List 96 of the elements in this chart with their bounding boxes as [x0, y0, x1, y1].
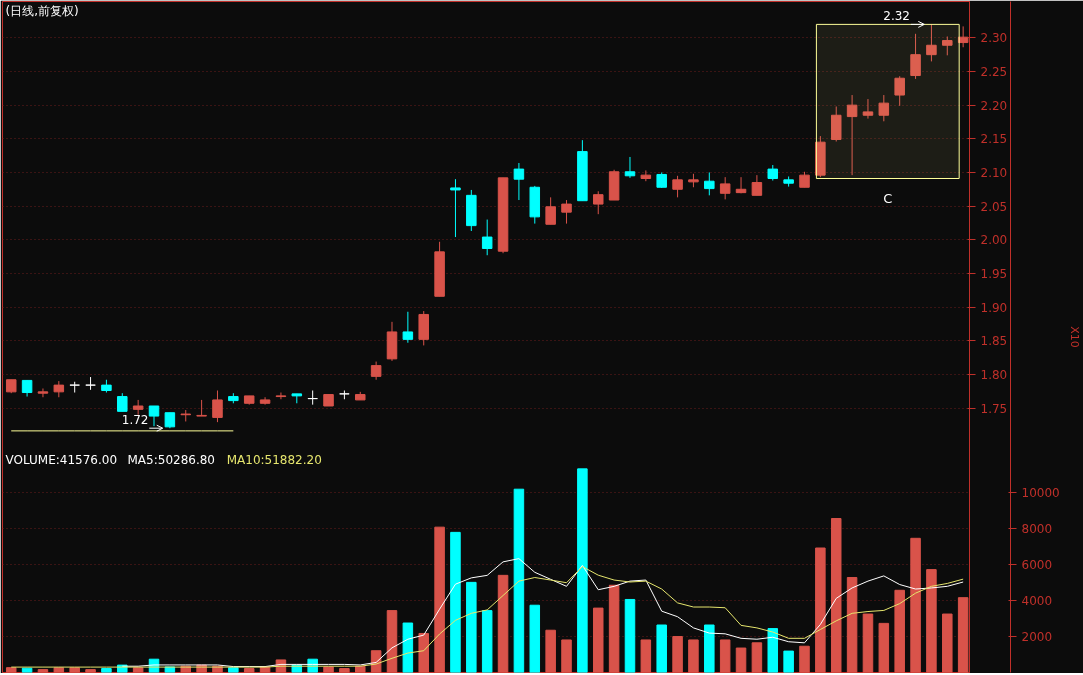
bar [608, 584, 620, 673]
bar [942, 613, 953, 673]
candlestick [926, 23, 937, 62]
y-tick-label: 1.75 [980, 401, 1008, 416]
bar [450, 531, 461, 673]
candlestick [37, 387, 49, 398]
bar [592, 607, 604, 673]
bar [243, 668, 255, 673]
candlestick [878, 94, 890, 122]
text: MA10:51882.20 [226, 453, 322, 468]
bar [418, 632, 429, 673]
bar [719, 639, 731, 673]
candlestick [957, 25, 969, 48]
candlestick [196, 399, 207, 417]
y2-tick-label: 10000 [1021, 486, 1060, 501]
candlestick [545, 196, 556, 225]
y-tick-label: 1.80 [980, 367, 1008, 382]
y-tick-label: 2.15 [980, 132, 1008, 147]
candlestick [910, 33, 921, 80]
bar [561, 639, 572, 673]
bar [704, 624, 715, 673]
candlestick [672, 175, 683, 198]
bar [624, 598, 636, 673]
y-tick-label: 2.00 [980, 233, 1008, 248]
y2-tick-label: 4000 [1021, 594, 1053, 609]
candlestick [148, 405, 160, 427]
candlestick [561, 199, 572, 225]
bar [101, 668, 112, 673]
bar [862, 613, 874, 673]
annotation: 2.32 [883, 9, 910, 24]
bar [577, 468, 588, 673]
bar [466, 581, 477, 673]
candlestick [624, 156, 636, 179]
candlestick [862, 98, 874, 120]
bar [846, 577, 858, 673]
bar [386, 610, 398, 673]
candlestick [481, 219, 493, 256]
bar [957, 597, 969, 673]
candlestick [212, 390, 223, 423]
bar [767, 628, 779, 673]
candlestick [402, 311, 414, 344]
candlestick [117, 392, 128, 412]
candlestick [513, 162, 525, 201]
y2-tick-label: 6000 [1021, 558, 1053, 573]
candlestick [450, 178, 461, 238]
y2-axis-title: X10 [1067, 326, 1081, 348]
bar [513, 488, 525, 673]
bar [85, 669, 96, 673]
bar [926, 569, 937, 673]
y-tick-label: 1.95 [980, 266, 1008, 281]
bar [894, 589, 905, 673]
candlestick [592, 190, 604, 215]
y-tick-label: 2.25 [980, 64, 1008, 79]
bar [783, 650, 794, 673]
band-label: C [883, 190, 893, 206]
bar [672, 636, 683, 673]
bar [481, 610, 493, 673]
y2-tick-label: 2000 [1021, 630, 1053, 645]
bar [339, 668, 350, 673]
bar [815, 547, 826, 673]
y-tick-label: 1.90 [980, 300, 1008, 315]
bar [497, 574, 509, 673]
bar [830, 518, 842, 673]
y-tick-label: 2.30 [980, 31, 1008, 46]
bar [799, 645, 810, 673]
annotation: VOLUME:41576.00 [5, 453, 118, 468]
y-tick-label: 2.05 [980, 199, 1008, 214]
y-tick-label: 2.20 [980, 98, 1008, 113]
candlestick [719, 176, 731, 200]
bar [402, 622, 414, 673]
candlestick [751, 174, 763, 196]
line-series [10, 566, 964, 668]
bar [545, 629, 556, 673]
bar [878, 622, 890, 673]
candlestick [370, 361, 382, 381]
chart-title: (日线,前复权) [5, 3, 79, 18]
y-tick-label: 2.10 [980, 165, 1008, 180]
bar [688, 639, 699, 673]
bar [910, 537, 921, 673]
candlestick [846, 94, 858, 176]
text: MA5:50286.80 [127, 453, 215, 468]
candlestick [942, 36, 953, 56]
candlestick [132, 399, 144, 416]
bar [735, 647, 747, 673]
candlestick [275, 392, 287, 400]
candlestick [307, 390, 318, 406]
bar [434, 526, 445, 673]
y-tick-label: 1.85 [980, 334, 1008, 349]
y2-tick-label: 8000 [1021, 522, 1053, 537]
bar [656, 624, 667, 673]
candlestick [894, 75, 905, 107]
bar [751, 642, 763, 673]
bar [529, 604, 541, 673]
candlestick [704, 171, 715, 196]
bar [640, 639, 652, 673]
annotation: 1.72 [121, 413, 149, 428]
